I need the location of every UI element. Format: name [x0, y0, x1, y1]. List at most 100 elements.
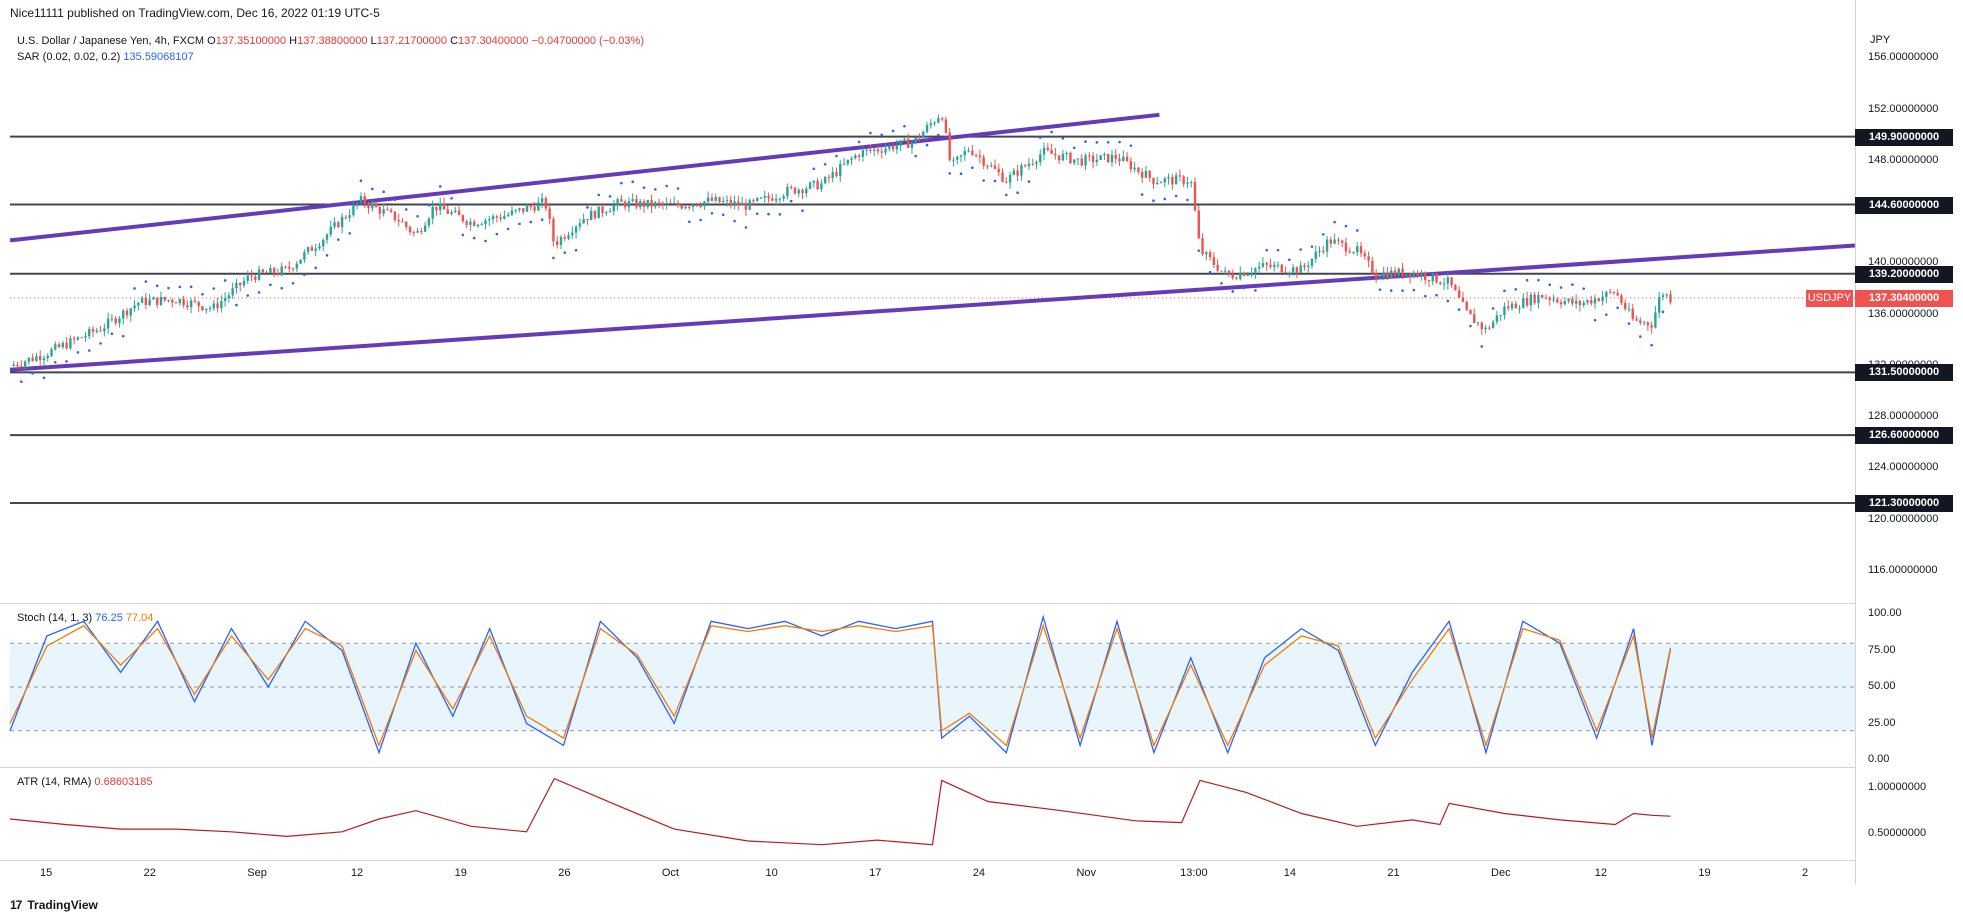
candle-body: [284, 266, 287, 268]
sar-dot: [665, 184, 668, 188]
candle-body: [789, 187, 793, 189]
candle-body: [1431, 273, 1434, 282]
candle-body: [38, 356, 42, 361]
candle-body: [1231, 275, 1234, 279]
candle-body: [650, 199, 653, 207]
candle-body: [122, 310, 125, 319]
candle-body: [1125, 156, 1129, 161]
sar-dot: [937, 133, 940, 137]
candle-body: [854, 155, 857, 159]
candle-body: [69, 338, 72, 349]
candle-body: [1348, 251, 1351, 253]
atr-label: ATR (14, RMA): [17, 776, 92, 788]
candle-body: [61, 342, 65, 348]
candle-body: [1065, 152, 1068, 154]
candle-body: [884, 148, 887, 153]
candle-body: [1054, 153, 1057, 156]
candle-body: [137, 302, 140, 306]
sar-dot: [1480, 345, 1484, 348]
candle-body: [823, 176, 827, 184]
candle-body: [1254, 268, 1257, 273]
candle-body: [1488, 327, 1491, 329]
sar-dot: [755, 212, 759, 215]
candle-body: [65, 342, 68, 349]
candle-body: [1156, 182, 1159, 184]
candle-body: [1597, 298, 1600, 302]
candle-body: [1356, 246, 1359, 253]
sar-label: SAR (0.02, 0.02, 0.2): [17, 51, 121, 63]
sar-legend[interactable]: SAR (0.02, 0.02, 0.2) 135.59068107: [17, 51, 194, 63]
time-tick-label: 24: [972, 867, 986, 879]
candle-body: [1533, 294, 1536, 303]
candle-body: [197, 301, 200, 307]
sar-dot: [348, 231, 351, 235]
close-value: 137.30400000: [458, 35, 529, 47]
sar-value: 135.59068107: [123, 51, 194, 63]
stoch-legend[interactable]: Stoch (14, 1, 3) 76.25 77.04: [17, 612, 153, 624]
candle-body: [737, 201, 740, 206]
candle-body: [722, 200, 725, 203]
candle-body: [563, 237, 566, 239]
candle-body: [235, 282, 238, 289]
candle-body: [95, 330, 98, 332]
candle-body: [491, 216, 495, 220]
sar-dot: [1537, 278, 1540, 282]
candle-body: [631, 199, 634, 202]
sar-dot: [337, 238, 340, 241]
candle-body: [1276, 264, 1280, 266]
candle-body: [888, 145, 891, 149]
sar-dot: [325, 254, 329, 257]
candle-body: [1635, 318, 1638, 321]
ohlc-legend[interactable]: U.S. Dollar / Japanese Yen, 4h, FXCM O13…: [17, 35, 644, 47]
candle-body: [382, 209, 385, 214]
candle-body: [1012, 170, 1016, 175]
footer-brand[interactable]: 17 TradingView: [10, 898, 98, 912]
candle-body: [1167, 176, 1170, 179]
candle-body: [88, 328, 91, 337]
candle-body: [1650, 325, 1653, 328]
sar-dot: [1084, 140, 1087, 143]
candle-body: [288, 266, 291, 269]
level-price-badge: 139.20000000: [1855, 265, 1953, 283]
candle-body: [1571, 298, 1574, 304]
candle-body: [676, 202, 680, 206]
candle-body: [1069, 152, 1072, 163]
candle-body: [201, 306, 204, 311]
time-tick-label: 19: [454, 867, 467, 879]
candle-body: [1469, 309, 1472, 315]
candle-body: [552, 218, 555, 242]
sar-dot: [1401, 289, 1404, 292]
sar-dot: [42, 376, 46, 380]
candle-body: [412, 231, 416, 233]
atr-legend[interactable]: ATR (14, RMA) 0.68603185: [17, 776, 153, 788]
sar-dot: [110, 332, 114, 336]
candle-body: [774, 198, 778, 201]
candle-body: [1216, 264, 1219, 271]
candle-body: [657, 202, 661, 204]
stoch-k-line: [9, 614, 1672, 756]
stoch-d-line: [9, 623, 1672, 748]
candle-body: [1439, 282, 1442, 284]
sar-dot: [1639, 335, 1642, 338]
trendline: [9, 112, 1160, 243]
high-label: H: [289, 35, 298, 47]
candle-body: [450, 212, 453, 214]
price-tick-label: 152.00000000: [1868, 102, 1939, 115]
candle-body: [925, 125, 929, 133]
sar-dot: [235, 303, 238, 307]
candle-body: [1491, 321, 1495, 329]
candle-body: [537, 202, 540, 211]
sar-dot: [1186, 198, 1189, 202]
currency-label: JPY: [1870, 34, 1891, 46]
candle-body: [963, 151, 966, 156]
candle-body: [1363, 253, 1367, 257]
candle-body: [665, 202, 668, 205]
candle-body: [469, 221, 472, 225]
sar-dot: [812, 167, 816, 171]
sar-dot: [823, 162, 827, 166]
candle-body: [1435, 273, 1438, 283]
sar-dot: [1435, 293, 1438, 297]
candle-body: [1208, 252, 1212, 258]
candle-body: [1665, 294, 1668, 296]
